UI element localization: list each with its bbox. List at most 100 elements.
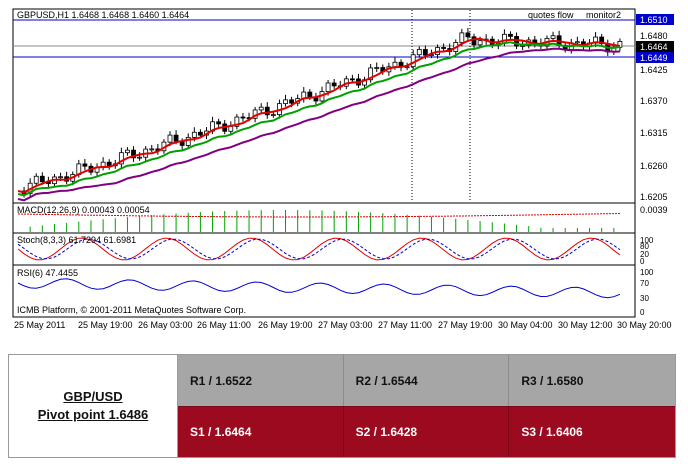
pivot-summary: GBP/USD Pivot point 1.6486	[9, 355, 178, 457]
price-tick: 1.6205	[640, 192, 668, 202]
pivot-point-label: Pivot point 1.6486	[37, 407, 149, 422]
candle-body	[216, 121, 222, 125]
support-3: S3 / 1.6406	[509, 406, 675, 457]
copyright-label: ICMB Platform, © 2001-2011 MetaQuotes So…	[17, 305, 246, 315]
candle-body	[422, 49, 428, 56]
rsi-tick: 30	[640, 294, 649, 303]
macd-tick: 0.0039	[640, 205, 668, 215]
candle-body	[125, 149, 130, 154]
time-tick: 27 May 19:00	[438, 320, 493, 330]
monitor-label[interactable]: monitor2	[586, 10, 621, 20]
candle-body	[514, 36, 519, 47]
price-tick: 1.6425	[640, 65, 668, 75]
candle-body	[289, 99, 295, 104]
rsi-tick: 0	[640, 308, 645, 317]
candle-body	[240, 116, 246, 119]
candle-body	[82, 163, 88, 167]
rsi-panel	[12, 264, 636, 318]
candle-body	[574, 41, 580, 44]
candle-body	[325, 82, 331, 93]
candle-body	[197, 131, 203, 136]
stoch-tick: 80	[640, 242, 649, 251]
time-tick: 26 May 19:00	[258, 320, 313, 330]
candle-body	[550, 35, 556, 39]
candle-body	[374, 67, 380, 69]
oscillator-lines	[17, 213, 621, 299]
candle-body	[58, 176, 63, 179]
candle-body	[349, 78, 355, 81]
price-highlight-upper: 1.6510	[640, 15, 668, 25]
candle-body	[33, 175, 39, 184]
rsi-line	[17, 278, 621, 299]
price-chart: GBPUSD,H1 1.6468 1.6468 1.6460 1.6464 qu…	[12, 8, 674, 330]
time-tick: 26 May 11:00	[197, 320, 251, 330]
time-tick: 25 May 19:00	[78, 320, 133, 330]
price-tick: 1.6315	[640, 128, 668, 138]
candle-body	[465, 32, 471, 38]
stoch-tick: 0	[640, 257, 645, 266]
stoch-label: Stoch(8,3,3) 61.7294 61.6981	[17, 235, 136, 245]
price-highlight-current: 1.6464	[640, 42, 668, 52]
macd-panel	[12, 202, 636, 234]
candle-body	[258, 106, 264, 111]
macd-signal-line	[17, 213, 620, 218]
resistance-1: R1 / 1.6522	[178, 355, 344, 406]
time-tick: 25 May 2011	[14, 320, 65, 330]
session-separators	[411, 10, 471, 202]
time-tick: 30 May 12:00	[558, 320, 613, 330]
candle-body	[173, 134, 179, 142]
candle-body	[185, 136, 191, 146]
candle-body	[459, 32, 465, 43]
rsi-label: RSI(6) 47.4455	[17, 268, 78, 278]
candle-body	[331, 82, 337, 87]
stoch-tick: 20	[640, 250, 649, 259]
candle-body	[270, 114, 276, 117]
candle-body	[39, 175, 45, 183]
candle-body	[307, 91, 313, 98]
macd-label: MACD(12,26,9) 0.00043 0.00054	[17, 205, 150, 215]
ma-slow-line	[17, 47, 620, 202]
candle-body	[368, 67, 374, 81]
candle-body	[191, 131, 197, 138]
resistance-3: R3 / 1.6580	[509, 355, 675, 406]
candle-body	[477, 40, 483, 46]
candle-body	[471, 36, 477, 46]
time-tick: 30 May 04:00	[498, 320, 553, 330]
price-tick: 1.6370	[640, 96, 668, 106]
price-tick: 1.6260	[640, 161, 668, 171]
time-axis: 25 May 2011 25 May 19:00 26 May 03:00 26…	[14, 320, 672, 330]
price-highlight-lower: 1.6449	[640, 53, 668, 63]
pair-label: GBP/USD	[63, 389, 123, 404]
time-tick: 30 May 20:00	[617, 320, 672, 330]
quotes-flow-label[interactable]: quotes flow	[528, 10, 574, 20]
stoch-main-line	[17, 237, 621, 261]
resistance-2: R2 / 1.6544	[343, 355, 510, 406]
candle-body	[106, 161, 112, 167]
candle-body	[137, 156, 143, 159]
macd-histogram	[29, 210, 615, 232]
pivot-table: GBP/USD Pivot point 1.6486 R1 / 1.6522 R…	[8, 354, 676, 458]
candle-body	[149, 148, 155, 151]
candle-body	[234, 116, 240, 127]
candle-body	[410, 54, 416, 68]
candle-body	[416, 49, 422, 56]
ma-mid-line	[17, 41, 621, 197]
candle-body	[131, 149, 136, 159]
candle-body	[167, 134, 173, 143]
price-axis: 1.6480 1.6425 1.6370 1.6315 1.6260 1.620…	[636, 14, 674, 202]
stoch-panel	[12, 232, 636, 266]
candle-body	[264, 106, 270, 116]
pivot-levels: R1 / 1.6522 R2 / 1.6544 R3 / 1.6580 S1 /…	[178, 355, 675, 457]
chart-header: GBPUSD,H1 1.6468 1.6468 1.6460 1.6464	[17, 10, 189, 20]
moving-averages	[17, 37, 621, 202]
candle-body	[508, 33, 513, 37]
time-tick: 27 May 03:00	[318, 320, 373, 330]
candle-body	[441, 47, 447, 49]
rsi-tick: 100	[640, 268, 654, 277]
time-tick: 27 May 11:00	[378, 320, 432, 330]
stoch-tick: 100	[640, 236, 654, 245]
time-tick: 26 May 03:00	[138, 320, 193, 330]
support-1: S1 / 1.6464	[178, 406, 344, 457]
support-2: S2 / 1.6428	[343, 406, 510, 457]
ma-fast-line	[17, 37, 621, 194]
